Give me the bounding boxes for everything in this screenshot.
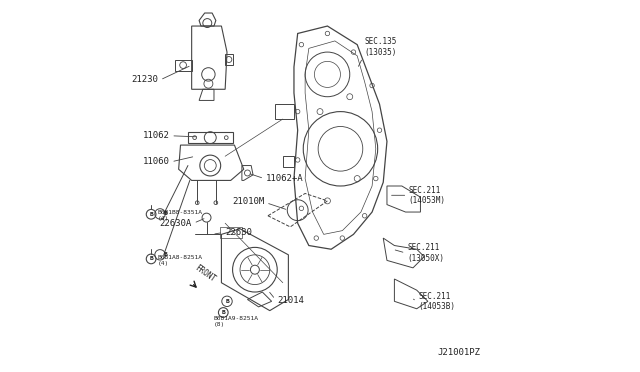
Text: SEC.135
(13035): SEC.135 (13035) (365, 37, 397, 57)
Text: SEC.211
(14053M): SEC.211 (14053M) (408, 186, 445, 205)
Text: 21010M: 21010M (232, 198, 264, 206)
Text: B081A8-8251A
(4): B081A8-8251A (4) (157, 255, 202, 266)
Text: FRONT: FRONT (193, 263, 217, 284)
Text: 11062: 11062 (143, 131, 170, 140)
Text: SEC.211
(14053B): SEC.211 (14053B) (419, 292, 456, 311)
Text: 11060: 11060 (143, 157, 170, 166)
Text: SEC.211
(13050X): SEC.211 (13050X) (408, 243, 444, 263)
Text: B081A9-8251A
(8): B081A9-8251A (8) (214, 316, 259, 327)
Text: B081B8-8351A
(4): B081B8-8351A (4) (157, 210, 202, 221)
Text: 11062+A: 11062+A (266, 174, 304, 183)
Text: B: B (164, 252, 168, 257)
Text: B: B (221, 310, 225, 315)
Text: 21014: 21014 (277, 296, 304, 305)
Text: J21001PZ: J21001PZ (437, 348, 480, 357)
Text: B: B (164, 211, 168, 217)
Text: 21230: 21230 (131, 76, 158, 84)
Text: 22630A: 22630A (159, 219, 191, 228)
Text: B: B (149, 212, 153, 217)
Text: B: B (149, 256, 153, 262)
Text: B: B (225, 299, 229, 304)
Text: 22630: 22630 (225, 228, 252, 237)
